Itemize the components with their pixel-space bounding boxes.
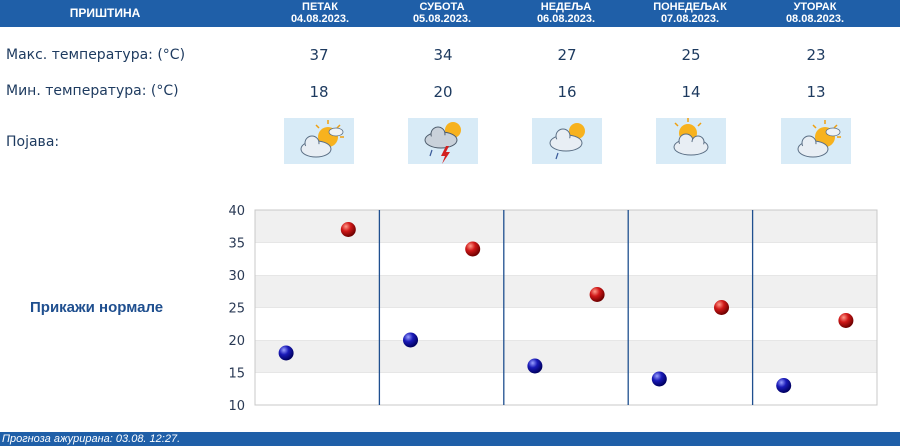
show-normals-link[interactable]: Прикажи нормале <box>30 299 164 316</box>
grid-band <box>255 340 877 373</box>
y-tick-label: 20 <box>228 334 245 349</box>
day-header-2: СУБОТА 05.08.2023. <box>387 0 497 28</box>
day-name: СУБОТА <box>419 1 465 13</box>
min-temp-marker <box>278 345 294 361</box>
min-temp-label: Мин. температура: (°C) <box>6 83 179 99</box>
day-date: 08.08.2023. <box>785 13 845 25</box>
y-tick-label: 40 <box>228 204 245 219</box>
grid-band <box>255 242 877 275</box>
forecast-updated-text: Прогноза ажурирана: 03.08. 12:27. <box>2 433 181 445</box>
grid-band <box>255 372 877 405</box>
min-temp-marker <box>651 371 667 387</box>
day-date: 05.08.2023. <box>412 13 472 25</box>
max-temp-value: 27 <box>557 46 577 64</box>
day-header-1: ПЕТАК 04.08.2023. <box>265 0 375 28</box>
max-temp-value: 37 <box>309 46 329 64</box>
day-date: 07.08.2023. <box>660 13 720 25</box>
partly-cloudy-rain-icon <box>532 118 602 164</box>
sun-behind-cloud-icon <box>781 118 851 164</box>
partly-cloudy-icon <box>656 118 726 164</box>
grid-band <box>255 210 877 243</box>
plot-frame <box>254 209 878 406</box>
max-temp-marker <box>589 287 605 302</box>
header-bar <box>0 0 900 27</box>
y-tick-label: 30 <box>228 269 245 284</box>
grid-band <box>255 275 877 308</box>
max-temp-label: Макс. температура: (°C) <box>6 47 186 63</box>
max-temp-marker <box>465 241 481 257</box>
day-date: 04.08.2023. <box>290 13 350 25</box>
day-name: ПОНЕДЕЉАК <box>653 1 727 13</box>
day-header-4: ПОНЕДЕЉАК 07.08.2023. <box>635 0 745 28</box>
max-temp-value: 34 <box>433 46 453 64</box>
day-name: УТОРАК <box>793 1 837 13</box>
max-temp-marker <box>838 313 854 328</box>
day-date: 06.08.2023. <box>536 13 596 25</box>
day-name: ПЕТАК <box>302 1 338 13</box>
day-name: НЕДЕЉА <box>540 1 592 13</box>
max-temp-value: 23 <box>806 46 826 64</box>
phenomenon-label: Појава: <box>6 134 60 150</box>
max-temp-value: 25 <box>681 46 701 64</box>
min-temp-marker <box>403 332 418 348</box>
y-tick-label: 15 <box>228 367 245 382</box>
thunderstorm-icon <box>408 118 478 164</box>
y-tick-label: 10 <box>228 399 245 414</box>
y-tick-label: 25 <box>228 302 245 317</box>
max-temp-marker <box>340 222 356 237</box>
min-temp-marker <box>776 378 792 393</box>
footer-bar: Прогноза ажурирана: 03.08. 12:27. <box>0 432 900 446</box>
min-temp-value: 20 <box>433 83 453 101</box>
city-name: ПРИШТИНА <box>69 6 141 20</box>
y-tick-label: 35 <box>228 237 245 252</box>
temperature-chart: 40 35 30 25 20 15 10 <box>228 204 878 414</box>
day-header-5: УТОРАК 08.08.2023. <box>760 0 870 28</box>
day-header-3: НЕДЕЉА 06.08.2023. <box>511 0 621 28</box>
min-temp-value: 18 <box>309 83 329 101</box>
min-temp-value: 13 <box>806 83 826 101</box>
max-temp-marker <box>714 300 729 315</box>
sun-behind-cloud-icon <box>284 118 354 164</box>
min-temp-value: 14 <box>681 83 701 101</box>
grid-band <box>255 307 877 340</box>
min-temp-marker <box>527 358 543 374</box>
min-temp-value: 16 <box>557 83 577 101</box>
